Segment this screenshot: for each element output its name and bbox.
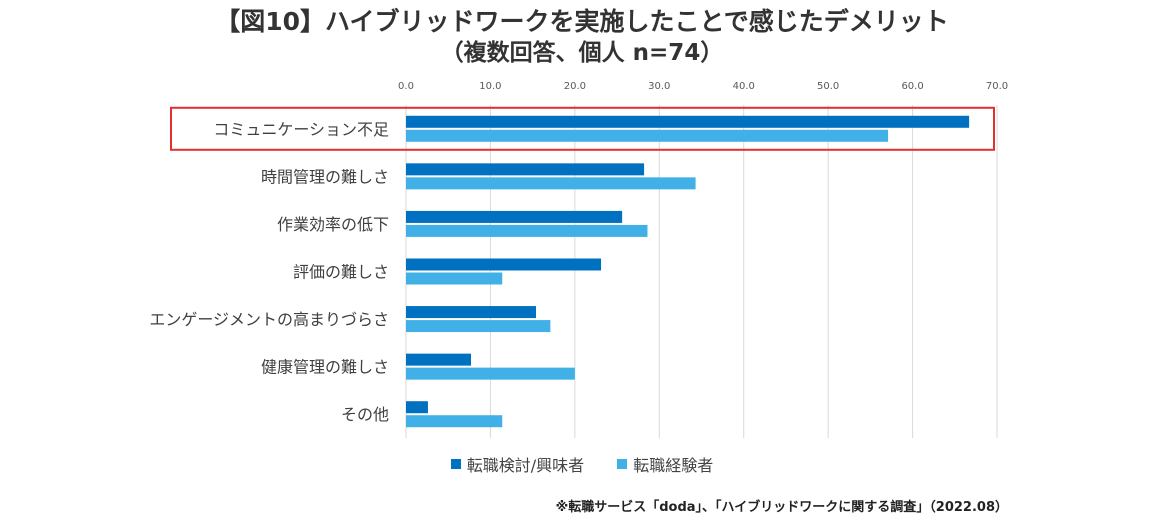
- category-label: その他: [341, 405, 389, 424]
- x-tick-label: 60.0: [901, 81, 923, 92]
- x-tick-label: 70.0: [986, 81, 1008, 92]
- bar-series-2: [406, 367, 575, 380]
- category-label: 評価の難しさ: [293, 263, 389, 282]
- x-tick-label: 0.0: [398, 81, 414, 92]
- bar-series-2: [406, 129, 889, 142]
- bar-series-2: [406, 320, 551, 333]
- highlight-box: [170, 106, 995, 151]
- legend-item-series-2: 転職経験者: [617, 452, 713, 476]
- chart-legend: 転職検討/興味者 転職経験者: [0, 452, 1164, 476]
- bar-series-1: [406, 401, 428, 414]
- bar-series-2: [406, 272, 503, 285]
- x-tick-label: 10.0: [479, 81, 501, 92]
- legend-label-series-1: 転職検討/興味者: [466, 456, 585, 475]
- source-note: ※転職サービス「doda」、「ハイブリッドワークに関する調査」（2022.08）: [555, 500, 1008, 515]
- category-label: コミュニケーション不足: [213, 120, 389, 139]
- category-label: 時間管理の難しさ: [261, 167, 389, 186]
- x-tick-label: 20.0: [564, 81, 586, 92]
- x-tick-label: 40.0: [733, 81, 755, 92]
- bar-series-1: [406, 306, 537, 319]
- category-label: 健康管理の難しさ: [261, 358, 389, 377]
- legend-item-series-1: 転職検討/興味者: [450, 452, 585, 476]
- legend-swatch-series-1: [450, 459, 461, 469]
- bar-series-1: [406, 115, 970, 128]
- bar-series-1: [406, 353, 472, 366]
- bar-series-2: [406, 177, 696, 190]
- bar-series-1: [406, 163, 645, 176]
- legend-swatch-series-2: [617, 459, 628, 469]
- x-tick-label: 50.0: [817, 81, 839, 92]
- bar-series-2: [406, 224, 648, 237]
- category-label: 作業効率の低下: [277, 215, 389, 234]
- bar-series-2: [406, 415, 503, 428]
- bar-series-1: [406, 210, 623, 223]
- x-tick-label: 30.0: [648, 81, 670, 92]
- chart-subtitle: （複数回答、個人 n=74）: [440, 40, 724, 66]
- category-label: エンゲージメントの高まりづらさ: [149, 310, 389, 329]
- legend-label-series-2: 転職経験者: [633, 456, 714, 475]
- bar-series-1: [406, 258, 602, 271]
- chart-title: 【図10】ハイブリッドワークを実施したことで感じたデメリット: [215, 7, 949, 36]
